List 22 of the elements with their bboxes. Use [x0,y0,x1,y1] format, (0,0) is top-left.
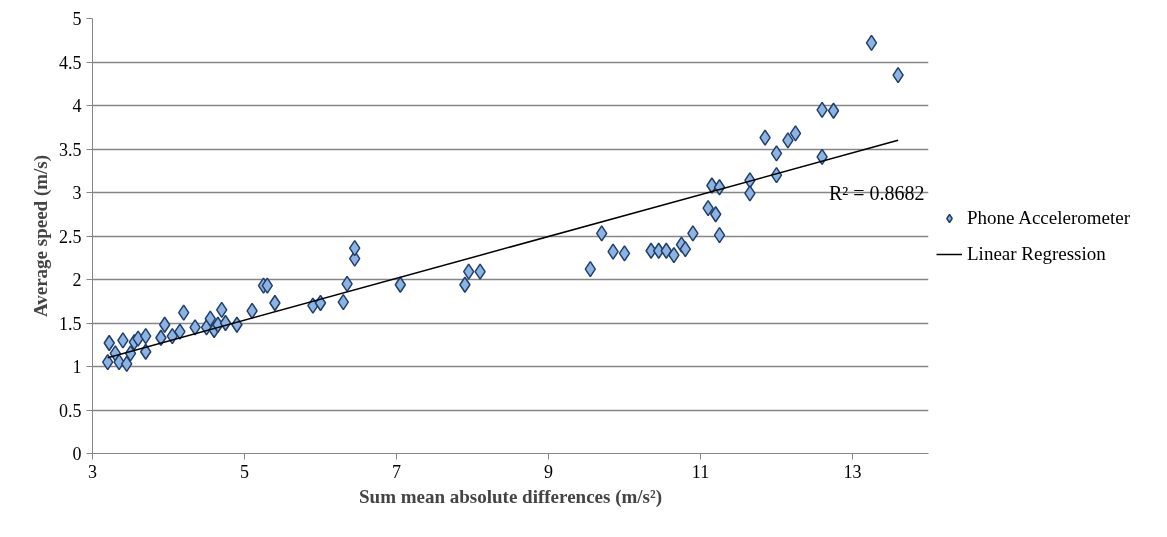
y-tick-label: 3.5 [59,139,82,160]
x-tick-label: 5 [240,461,249,482]
y-tick-label: 3 [72,183,82,203]
y-tick-label: 5 [72,9,82,29]
legend-label: Linear Regression [967,242,1106,265]
annotation: R² = 0.8682 [828,182,925,205]
x-tick-label: 3 [88,461,97,482]
x-tick-label: 13 [843,461,862,482]
x-tick-label: 9 [544,461,553,482]
x-tick-label: 7 [392,461,401,482]
y-tick-label: 2.5 [59,226,82,247]
y-axis-title: Average speed (m/s) [30,154,52,318]
y-tick-label: 1 [72,357,82,377]
x-tick-label: 11 [691,461,710,482]
y-tick-label: 0 [72,444,82,464]
y-tick-label: 0.5 [59,400,82,421]
legend-label: Phone Accelerometer [967,206,1131,229]
y-tick-label: 1.5 [59,313,82,334]
y-tick-label: 4 [72,96,82,116]
y-tick-label: 2 [72,270,82,290]
y-tick-label: 4.5 [59,52,82,73]
x-axis-title: Sum mean absolute differences (m/s²) [359,485,663,508]
